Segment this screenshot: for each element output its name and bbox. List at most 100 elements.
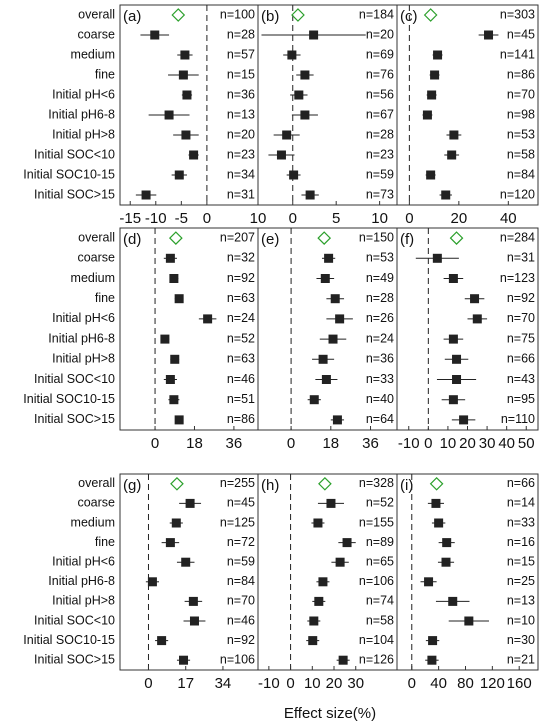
effect-marker (342, 538, 352, 548)
n-label: n=64 (366, 412, 394, 426)
n-label: n=45 (227, 496, 255, 510)
effect-marker (448, 274, 458, 283)
category-label: Initial pH6-8 (48, 574, 115, 588)
category-label: coarse (77, 496, 115, 510)
effect-marker (448, 334, 458, 344)
effect-marker (459, 415, 469, 425)
effect-marker (431, 498, 441, 508)
effect-marker (448, 395, 458, 405)
n-label: n=28 (227, 27, 255, 41)
n-label: n=32 (227, 251, 255, 265)
n-label: n=75 (507, 331, 535, 345)
effect-marker (422, 110, 432, 120)
effect-marker (427, 655, 437, 665)
n-label: n=57 (227, 47, 255, 61)
n-label: n=45 (507, 27, 535, 41)
effect-marker (164, 110, 174, 120)
effect-marker (442, 538, 452, 548)
x-tick-label: 0 (405, 210, 413, 227)
panel-frame (396, 4, 539, 206)
n-label: n=21 (507, 652, 535, 666)
effect-marker (432, 253, 442, 263)
n-label: n=26 (366, 311, 394, 325)
effect-marker (189, 616, 199, 626)
effect-marker (179, 655, 189, 665)
category-label: coarse (77, 251, 115, 265)
effect-marker (330, 294, 340, 304)
x-tick-label: 20 (459, 435, 476, 452)
effect-marker (484, 30, 494, 40)
effect-marker (282, 130, 292, 140)
panel-label: (h) (261, 477, 279, 494)
effect-marker (287, 50, 297, 60)
x-tick-label: 0 (287, 435, 295, 452)
n-label: n=303 (500, 7, 535, 21)
effect-marker (441, 557, 451, 567)
effect-marker (452, 354, 462, 364)
category-label: medium (71, 271, 115, 285)
x-tick-label: 160 (507, 675, 532, 692)
category-label: Initial pH<6 (52, 554, 115, 568)
n-label: n=58 (366, 613, 394, 627)
panel-label: (d) (123, 231, 141, 248)
effect-marker (309, 616, 319, 626)
n-label: n=30 (507, 633, 535, 647)
n-label: n=15 (227, 67, 255, 81)
effect-marker (178, 70, 188, 80)
category-label: Initial pH>8 (52, 594, 115, 608)
n-label: n=20 (227, 127, 255, 141)
effect-marker (452, 375, 462, 384)
effect-marker (171, 518, 181, 528)
n-label: n=25 (507, 574, 535, 588)
n-label: n=92 (227, 633, 255, 647)
n-label: n=28 (366, 127, 394, 141)
effect-marker (309, 395, 319, 405)
effect-marker (165, 375, 175, 384)
panel-frame (396, 473, 539, 671)
category-label: coarse (77, 27, 115, 41)
n-label: n=66 (507, 476, 535, 490)
effect-marker (427, 90, 437, 100)
effect-marker (174, 170, 184, 180)
effect-marker (424, 577, 434, 587)
n-label: n=46 (227, 613, 255, 627)
effect-marker (300, 70, 310, 80)
x-tick-label: 20 (450, 210, 467, 227)
category-label: Initial SOC<10 (34, 372, 115, 386)
effect-marker (428, 636, 438, 646)
x-tick-label: 20 (326, 675, 343, 692)
n-label: n=328 (359, 476, 394, 490)
effect-marker (449, 130, 459, 140)
x-tick-label: -10 (145, 210, 167, 227)
x-tick-label: -10 (398, 435, 420, 452)
n-label: n=141 (500, 47, 535, 61)
effect-marker (170, 354, 180, 364)
overall-marker (429, 476, 444, 491)
n-label: n=31 (507, 251, 535, 265)
n-label: n=184 (359, 7, 394, 21)
x-tick-label: 36 (226, 435, 243, 452)
effect-marker (276, 150, 286, 160)
n-label: n=92 (227, 271, 255, 285)
n-label: n=100 (220, 7, 255, 21)
n-label: n=155 (359, 515, 394, 529)
effect-marker (157, 636, 167, 646)
effect-marker (321, 375, 331, 384)
x-tick-label: 30 (347, 675, 364, 692)
n-label: n=14 (507, 496, 535, 510)
x-tick-label: 50 (518, 435, 535, 452)
effect-marker (160, 334, 170, 344)
n-label: n=58 (507, 147, 535, 161)
x-tick-label: 0 (203, 210, 211, 227)
effect-marker (294, 90, 304, 100)
effect-marker (433, 50, 443, 60)
n-label: n=31 (227, 187, 255, 201)
n-label: n=110 (501, 412, 535, 426)
effect-marker (335, 314, 345, 324)
category-label: Initial SOC10-15 (23, 167, 115, 181)
n-label: n=36 (227, 87, 255, 101)
effect-marker (180, 50, 190, 60)
effect-marker (181, 557, 191, 567)
x-tick-label: -10 (258, 675, 280, 692)
effect-marker (174, 294, 184, 304)
